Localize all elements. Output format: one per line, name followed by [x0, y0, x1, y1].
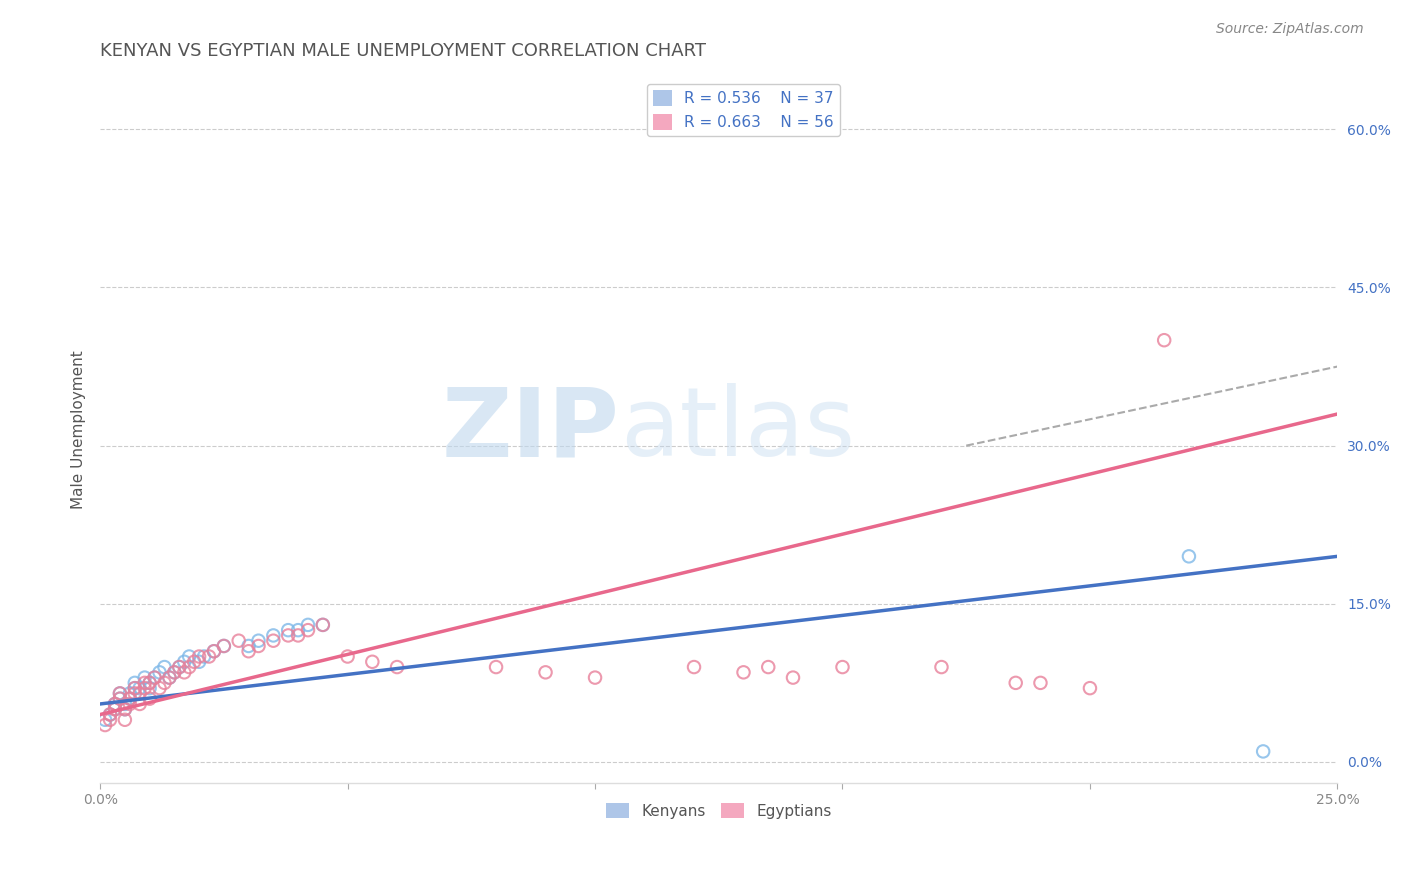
- Point: [163, 665, 186, 680]
- Point: [277, 623, 299, 637]
- Point: [94, 713, 117, 727]
- Point: [138, 681, 160, 695]
- Point: [385, 660, 408, 674]
- Point: [163, 665, 186, 680]
- Point: [134, 681, 156, 695]
- Point: [1078, 681, 1101, 695]
- Point: [169, 660, 191, 674]
- Point: [108, 686, 131, 700]
- Point: [134, 676, 156, 690]
- Point: [114, 697, 136, 711]
- Point: [238, 644, 260, 658]
- Point: [202, 644, 225, 658]
- Point: [124, 681, 146, 695]
- Point: [179, 660, 201, 674]
- Point: [118, 691, 141, 706]
- Point: [108, 691, 131, 706]
- Point: [124, 686, 146, 700]
- Point: [138, 691, 160, 706]
- Point: [583, 671, 606, 685]
- Point: [193, 649, 215, 664]
- Point: [114, 702, 136, 716]
- Point: [104, 697, 127, 711]
- Point: [124, 681, 146, 695]
- Point: [683, 660, 706, 674]
- Point: [153, 660, 176, 674]
- Point: [262, 628, 284, 642]
- Text: Source: ZipAtlas.com: Source: ZipAtlas.com: [1216, 22, 1364, 37]
- Point: [228, 633, 250, 648]
- Point: [1004, 676, 1026, 690]
- Point: [179, 649, 201, 664]
- Point: [361, 655, 384, 669]
- Point: [1178, 549, 1201, 564]
- Point: [124, 676, 146, 690]
- Point: [312, 618, 335, 632]
- Point: [336, 649, 359, 664]
- Point: [212, 639, 235, 653]
- Point: [1029, 676, 1052, 690]
- Point: [118, 697, 141, 711]
- Point: [188, 655, 211, 669]
- Point: [1153, 333, 1175, 347]
- Point: [238, 639, 260, 653]
- Point: [247, 639, 270, 653]
- Point: [173, 655, 195, 669]
- Point: [98, 707, 121, 722]
- Point: [94, 718, 117, 732]
- Point: [148, 681, 170, 695]
- Point: [118, 691, 141, 706]
- Text: atlas: atlas: [620, 384, 855, 476]
- Point: [128, 686, 150, 700]
- Point: [104, 697, 127, 711]
- Point: [169, 660, 191, 674]
- Point: [134, 671, 156, 685]
- Point: [312, 618, 335, 632]
- Point: [485, 660, 508, 674]
- Point: [247, 633, 270, 648]
- Point: [287, 628, 309, 642]
- Point: [1251, 744, 1274, 758]
- Point: [782, 671, 804, 685]
- Point: [98, 713, 121, 727]
- Point: [157, 671, 180, 685]
- Point: [104, 702, 127, 716]
- Point: [198, 649, 221, 664]
- Point: [143, 671, 166, 685]
- Text: ZIP: ZIP: [441, 384, 620, 476]
- Point: [183, 655, 205, 669]
- Point: [202, 644, 225, 658]
- Point: [98, 707, 121, 722]
- Point: [153, 676, 176, 690]
- Point: [212, 639, 235, 653]
- Point: [138, 676, 160, 690]
- Point: [287, 623, 309, 637]
- Point: [128, 697, 150, 711]
- Point: [108, 686, 131, 700]
- Point: [173, 665, 195, 680]
- Point: [733, 665, 755, 680]
- Point: [148, 665, 170, 680]
- Point: [157, 671, 180, 685]
- Legend: Kenyans, Egyptians: Kenyans, Egyptians: [600, 797, 838, 825]
- Point: [104, 702, 127, 716]
- Point: [931, 660, 953, 674]
- Point: [297, 618, 319, 632]
- Point: [297, 623, 319, 637]
- Text: KENYAN VS EGYPTIAN MALE UNEMPLOYMENT CORRELATION CHART: KENYAN VS EGYPTIAN MALE UNEMPLOYMENT COR…: [100, 42, 706, 60]
- Point: [831, 660, 853, 674]
- Point: [114, 713, 136, 727]
- Y-axis label: Male Unemployment: Male Unemployment: [72, 351, 86, 509]
- Point: [277, 628, 299, 642]
- Point: [262, 633, 284, 648]
- Point: [128, 681, 150, 695]
- Point: [114, 702, 136, 716]
- Point: [108, 691, 131, 706]
- Point: [138, 676, 160, 690]
- Point: [143, 671, 166, 685]
- Point: [756, 660, 779, 674]
- Point: [188, 649, 211, 664]
- Point: [534, 665, 557, 680]
- Point: [118, 686, 141, 700]
